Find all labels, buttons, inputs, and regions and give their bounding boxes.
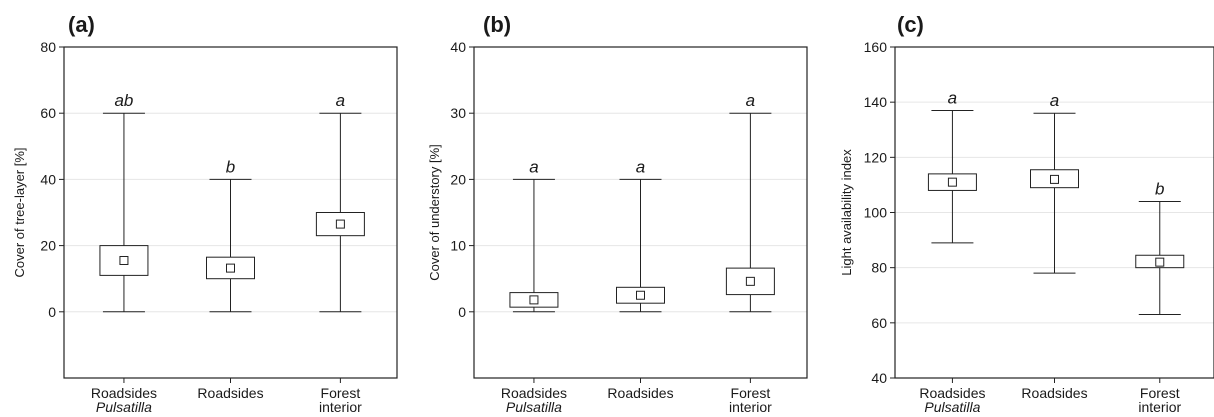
y-tick-label: 60 <box>871 315 887 331</box>
y-tick-label: 40 <box>871 370 887 386</box>
y-axis-title: Cover of understory [%] <box>427 144 442 281</box>
y-tick-label: 60 <box>40 105 56 121</box>
box <box>99 245 149 276</box>
significance-letter: a <box>746 91 755 110</box>
y-tick-label: 30 <box>450 105 466 121</box>
y-tick-label: 40 <box>450 39 466 55</box>
mean-marker <box>335 219 345 229</box>
category-label: Forest <box>321 385 361 401</box>
significance-letter: b <box>1155 179 1164 198</box>
y-axis-title: Cover of tree-layer [%] <box>12 147 27 277</box>
y-tick-label: 80 <box>40 39 56 55</box>
category-sublabel: Pulsatilla <box>96 399 152 415</box>
panel-label: (b) <box>483 12 511 37</box>
category-label: Roadsides <box>607 385 673 401</box>
significance-letter: a <box>948 88 957 107</box>
y-tick-label: 160 <box>864 39 888 55</box>
panel-label: (c) <box>897 12 924 37</box>
category-sublabel: interior <box>1138 399 1181 415</box>
box-series-item: b <box>1135 179 1185 316</box>
box-series-item: a <box>725 91 775 313</box>
mean-marker <box>119 255 129 265</box>
significance-letter: ab <box>114 91 133 110</box>
y-tick-label: 120 <box>864 149 888 165</box>
category-label: Roadsides <box>91 385 157 401</box>
chart-panel: 0 20 40 60 80 (a) Cover of tree-layer [%] Roads… <box>12 12 398 415</box>
y-tick-label: 10 <box>450 238 466 254</box>
y-tick-label: 100 <box>864 205 888 221</box>
category-label: Forest <box>1140 385 1180 401</box>
y-tick-label: 0 <box>48 304 56 320</box>
y-tick-label: 20 <box>450 171 466 187</box>
mean-marker <box>947 177 957 187</box>
box-series-item: a <box>509 157 559 313</box>
category-label: Roadsides <box>501 385 567 401</box>
mean-marker <box>636 290 645 300</box>
box-series-item: b <box>206 157 255 313</box>
y-tick-label: 140 <box>864 94 888 110</box>
chart-panel: 40 60 80 100 120 140 160 (c) Light availability … <box>839 12 1214 415</box>
category-sublabel: interior <box>729 399 772 415</box>
mean-marker <box>226 263 235 273</box>
significance-letter: b <box>226 157 235 176</box>
mean-marker <box>745 276 755 286</box>
category-label: Roadsides <box>197 385 263 401</box>
box-series-item: ab <box>99 91 149 313</box>
y-tick-label: 20 <box>40 238 56 254</box>
box-series-item: a <box>315 91 365 313</box>
significance-letter: a <box>1050 91 1059 110</box>
mean-marker <box>529 295 539 305</box>
mean-marker <box>1155 257 1165 267</box>
mean-marker <box>1050 174 1059 184</box>
box-series-item: a <box>1030 91 1079 274</box>
box-series-item: a <box>616 157 665 313</box>
y-tick-label: 0 <box>458 304 466 320</box>
chart-panel: 0 10 20 30 40 (b) Cover of understory [%] Roads… <box>427 12 808 415</box>
box-series-item: a <box>927 88 977 244</box>
y-tick-label: 40 <box>40 171 56 187</box>
category-sublabel: Pulsatilla <box>506 399 562 415</box>
significance-letter: a <box>336 91 345 110</box>
significance-letter: a <box>636 157 645 176</box>
category-sublabel: interior <box>319 399 362 415</box>
significance-letter: a <box>529 157 538 176</box>
category-label: Roadsides <box>919 385 985 401</box>
category-label: Forest <box>731 385 771 401</box>
y-axis-title: Light availability index <box>839 149 854 276</box>
category-sublabel: Pulsatilla <box>924 399 980 415</box>
panel-label: (a) <box>68 12 95 37</box>
y-tick-label: 80 <box>871 260 887 276</box>
category-label: Roadsides <box>1021 385 1087 401</box>
